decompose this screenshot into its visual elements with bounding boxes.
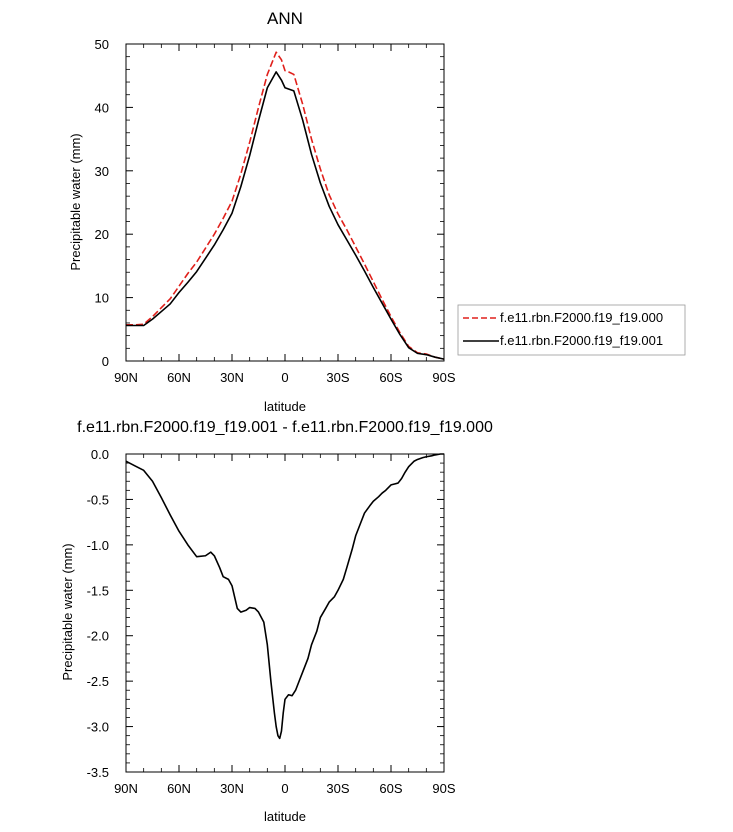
y-tick-label: -2.0 — [87, 629, 109, 644]
x-tick-label: 90N — [114, 781, 138, 796]
y-tick-label: -3.0 — [87, 720, 109, 735]
y-tick-label: -1.5 — [87, 583, 109, 598]
top-y-axis-label: Precipitable water (mm) — [68, 133, 83, 270]
legend-box — [457, 304, 686, 356]
x-tick-label: 90N — [114, 370, 138, 385]
bottom-y-tick-labels: 0.0 -0.5 -1.0 -1.5 -2.0 -2.5 -3.0 -3.5 — [87, 447, 109, 780]
top-plot-frame — [125, 43, 445, 362]
bottom-plot-frame — [125, 453, 445, 773]
series-line-0-0 — [126, 51, 445, 360]
top-axis-ticks — [125, 43, 445, 362]
bottom-chart-title: f.e11.rbn.F2000.f19_f19.001 - f.e11.rbn.… — [77, 419, 493, 436]
y-tick-label: -3.5 — [87, 765, 109, 780]
top-y-tick-labels: 0 10 20 30 40 50 — [95, 37, 109, 369]
x-tick-label: 0 — [281, 781, 288, 796]
x-tick-label: 30N — [220, 370, 244, 385]
y-tick-label: 50 — [95, 37, 109, 52]
y-tick-label: -1.0 — [87, 538, 109, 553]
x-tick-label: 60N — [167, 370, 191, 385]
series-line-0-1 — [126, 71, 445, 360]
y-tick-label: 30 — [95, 164, 109, 179]
x-tick-label: 0 — [281, 370, 288, 385]
top-x-axis-label: latitude — [264, 399, 306, 414]
y-tick-label: 40 — [95, 100, 109, 115]
y-tick-label: 0.0 — [91, 447, 109, 462]
x-tick-label: 30S — [326, 781, 349, 796]
y-tick-label: -0.5 — [87, 492, 109, 507]
y-tick-label: 20 — [95, 227, 109, 242]
bottom-panel: f.e11.rbn.F2000.f19_f19.001 - f.e11.rbn.… — [60, 419, 493, 824]
x-tick-label: 60N — [167, 781, 191, 796]
bottom-x-tick-labels: 90N 60N 30N 0 30S 60S 90S — [114, 781, 456, 796]
bottom-x-axis-label: latitude — [264, 809, 306, 824]
bottom-series-lines — [125, 453, 444, 740]
legend: f.e11.rbn.F2000.f19_f19.000 f.e11.rbn.F2… — [457, 304, 686, 356]
top-panel: ANN 90N 60N 30N 0 30S 60S 90S 0 10 20 30 40 50 lati… — [68, 9, 686, 414]
legend-label-series-0: f.e11.rbn.F2000.f19_f19.000 — [500, 310, 663, 325]
bottom-axis-ticks — [125, 453, 445, 773]
x-tick-label: 60S — [379, 781, 402, 796]
top-chart-title: ANN — [267, 9, 303, 28]
bottom-y-axis-label: Precipitable water (mm) — [60, 543, 75, 680]
x-tick-label: 30S — [326, 370, 349, 385]
y-tick-label: 10 — [95, 291, 109, 306]
x-tick-label: 60S — [379, 370, 402, 385]
series-line-1-0 — [125, 453, 444, 740]
top-x-tick-labels: 90N 60N 30N 0 30S 60S 90S — [114, 370, 456, 385]
y-tick-label: 0 — [102, 354, 109, 369]
x-tick-label: 90S — [432, 370, 455, 385]
x-tick-label: 30N — [220, 781, 244, 796]
legend-label-series-1: f.e11.rbn.F2000.f19_f19.001 — [500, 333, 663, 348]
top-series-lines — [126, 51, 445, 360]
x-tick-label: 90S — [432, 781, 455, 796]
y-tick-label: -2.5 — [87, 674, 109, 689]
